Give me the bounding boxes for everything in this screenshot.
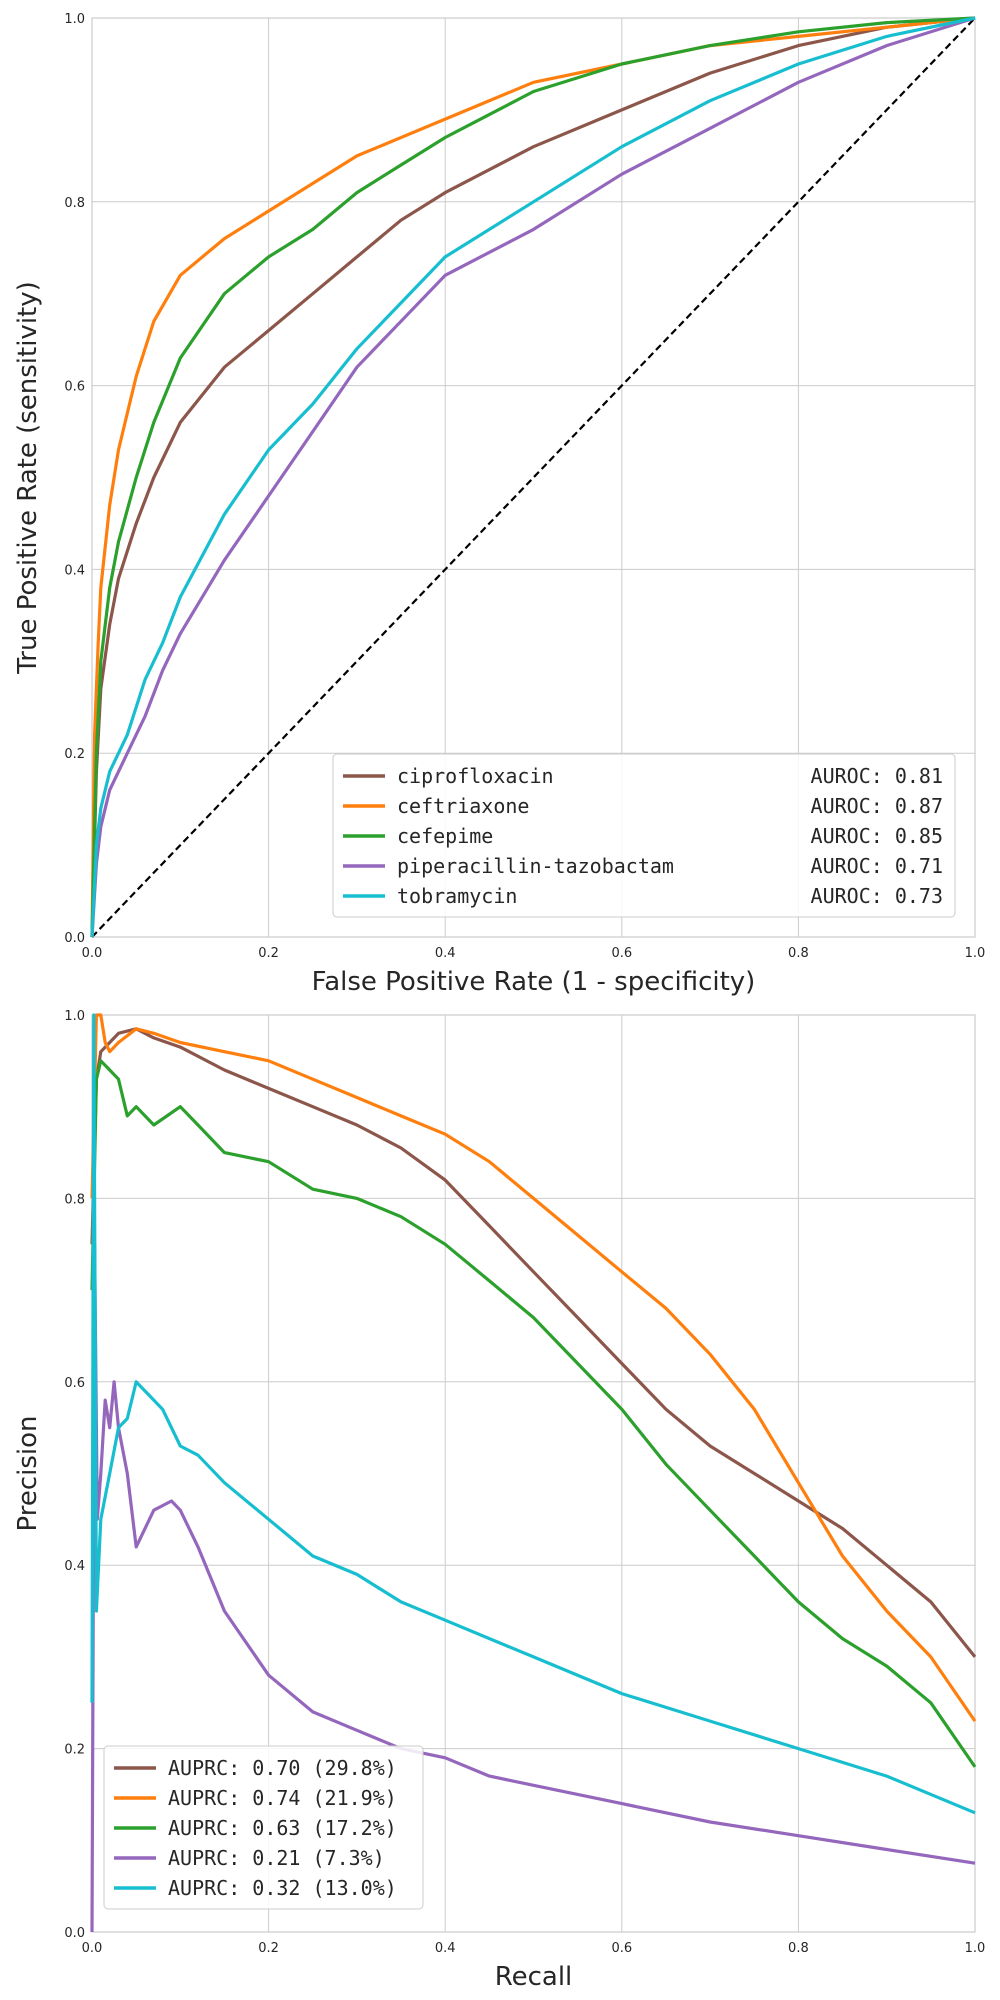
roc-ytick-label: 0.8 bbox=[64, 196, 85, 211]
roc-x-axis-label: False Positive Rate (1 - specificity) bbox=[312, 967, 756, 997]
roc-xtick-label: 0.4 bbox=[435, 946, 456, 961]
prc-panel: 0.0 0.2 0.4 0.6 0.8 1.0 0.0 0.2 0.4 0.6 0.8 1.0 Reca… bbox=[13, 1009, 985, 1992]
roc-legend-label-3: piperacillin-tazobactam bbox=[397, 854, 674, 878]
prc-series-line-0 bbox=[90, 1027, 977, 1658]
roc-legend: ciprofloxacin AUROC: 0.81 ceftriaxone AUROC… bbox=[332, 753, 956, 918]
prc-legend-label-0: AUPRC: 0.70 (29.8%) bbox=[168, 1756, 397, 1780]
roc-series-line-3 bbox=[90, 16, 976, 938]
prc-series-line-3 bbox=[90, 1242, 976, 1933]
prc-ytick-label: 0.4 bbox=[64, 1559, 85, 1574]
roc-ytick-label: 0.4 bbox=[64, 563, 85, 578]
prc-legend-label-1: AUPRC: 0.74 (21.9%) bbox=[168, 1786, 397, 1810]
prc-ytick-label: 1.0 bbox=[64, 1009, 85, 1024]
roc-series-line-4 bbox=[90, 16, 976, 938]
prc-series-line-1 bbox=[90, 1013, 977, 1723]
prc-series-line-2 bbox=[90, 1059, 977, 1768]
prc-legend: AUPRC: 0.70 (29.8%) AUPRC: 0.74 (21.9%) AU… bbox=[103, 1745, 424, 1910]
prc-legend-label-3: AUPRC: 0.21 (7.3%) bbox=[168, 1846, 385, 1870]
roc-ytick-label: 0.2 bbox=[64, 747, 85, 762]
roc-legend-box bbox=[332, 753, 956, 918]
roc-legend-metric-4: AUROC: 0.73 bbox=[811, 884, 943, 908]
prc-xtick-label: 0.0 bbox=[82, 1941, 103, 1956]
roc-series-line-0 bbox=[90, 16, 976, 938]
roc-xtick-label: 0.6 bbox=[611, 946, 632, 961]
prc-x-axis-label: Recall bbox=[495, 1962, 573, 1992]
roc-xtick-label: 0.0 bbox=[82, 946, 103, 961]
prc-xtick-label: 0.8 bbox=[788, 1941, 809, 1956]
roc-xtick-label: 0.2 bbox=[258, 946, 279, 961]
roc-legend-label-2: cefepime bbox=[397, 824, 493, 848]
prc-legend-label-4: AUPRC: 0.32 (13.0%) bbox=[168, 1876, 397, 1900]
roc-xtick-label: 1.0 bbox=[965, 946, 986, 961]
prc-series-line-4 bbox=[90, 1013, 976, 1815]
prc-xtick-label: 0.4 bbox=[435, 1941, 456, 1956]
roc-legend-metric-0: AUROC: 0.81 bbox=[811, 764, 943, 788]
roc-legend-label-1: ceftriaxone bbox=[397, 794, 529, 818]
roc-legend-label-4: tobramycin bbox=[397, 884, 517, 908]
prc-xtick-label: 0.6 bbox=[611, 1941, 632, 1956]
roc-y-axis-label: True Positive Rate (sensitivity) bbox=[13, 281, 43, 675]
roc-legend-metric-2: AUROC: 0.85 bbox=[811, 824, 943, 848]
roc-panel: 0.0 0.2 0.4 0.6 0.8 1.0 0.0 0.2 0.4 0.6 0.8 1.0 Fals… bbox=[13, 12, 985, 997]
roc-xtick-label: 0.8 bbox=[788, 946, 809, 961]
prc-y-axis-label: Precision bbox=[13, 1415, 43, 1531]
prc-legend-box bbox=[103, 1745, 424, 1910]
roc-ytick-label: 1.0 bbox=[64, 12, 85, 27]
prc-ytick-label: 0.2 bbox=[64, 1743, 85, 1758]
roc-ytick-label: 0.0 bbox=[64, 931, 85, 946]
roc-ytick-label: 0.6 bbox=[64, 380, 85, 395]
prc-ytick-label: 0.6 bbox=[64, 1376, 85, 1391]
prc-ytick-label: 0.0 bbox=[64, 1926, 85, 1941]
roc-chance-line bbox=[91, 17, 976, 938]
roc-legend-metric-1: AUROC: 0.87 bbox=[811, 794, 943, 818]
prc-xtick-label: 1.0 bbox=[965, 1941, 986, 1956]
prc-ytick-label: 0.8 bbox=[64, 1192, 85, 1207]
prc-xtick-label: 0.2 bbox=[258, 1941, 279, 1956]
roc-legend-label-0: ciprofloxacin bbox=[397, 764, 554, 788]
roc-axes-frame bbox=[91, 17, 976, 938]
roc-series-line-2 bbox=[90, 16, 976, 938]
roc-legend-metric-3: AUROC: 0.71 bbox=[811, 854, 943, 878]
prc-legend-label-2: AUPRC: 0.63 (17.2%) bbox=[168, 1816, 397, 1840]
